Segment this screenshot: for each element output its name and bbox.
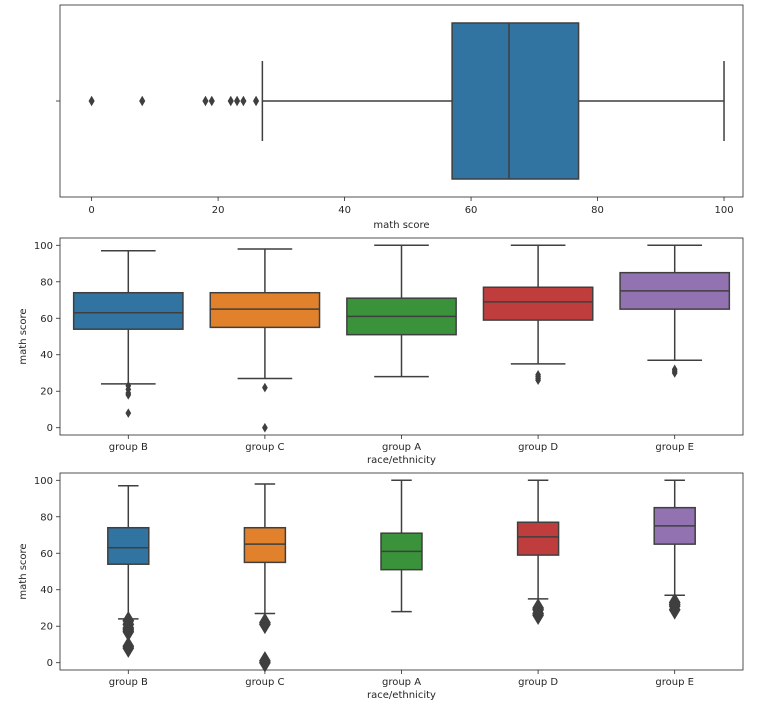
box-group-3-1 <box>243 483 287 673</box>
box-3-0 <box>107 526 150 565</box>
x-tick-label-1-60: 60 <box>465 205 478 216</box>
flier-2-3-3 <box>535 370 541 380</box>
x-tick-label-2-3: group D <box>518 442 558 453</box>
x-axis-label-3: race/ethnicity <box>367 690 436 701</box>
flier-2-0-4 <box>125 380 132 391</box>
y-tick-label-3-80: 80 <box>40 512 53 523</box>
flier-2-1-1 <box>262 382 268 393</box>
y-axis-label-3: math score <box>18 543 29 599</box>
box-1-group <box>88 22 725 180</box>
box-3-1 <box>243 526 287 564</box>
flier-3-4-3 <box>668 592 681 613</box>
x-axis-label-2: race/ethnicity <box>367 455 436 466</box>
x-tick-label-1-80: 80 <box>591 205 604 216</box>
chart-1: 0 20 40 60 80 100 math score <box>56 4 744 231</box>
x-tick-label-2-1: group C <box>245 442 284 453</box>
flier-3-0-6 <box>122 610 135 631</box>
flier-3-1-3 <box>259 612 271 633</box>
flier-1-3 <box>208 95 215 107</box>
y-tick-label-3-60: 60 <box>40 549 53 560</box>
y-tick-label-2-60: 60 <box>40 314 53 325</box>
y-tick-label-3-40: 40 <box>40 585 53 596</box>
y-tick-label-3-0: 0 <box>47 658 53 669</box>
x-tick-label-3-4: group E <box>655 677 694 688</box>
flier-3-1-1 <box>259 651 271 671</box>
flier-3-0-1 <box>122 636 135 657</box>
x-tick-label-3-3: group D <box>518 677 558 688</box>
y-tick-label-2-40: 40 <box>40 350 53 361</box>
y-tick-label-2-100: 100 <box>34 241 53 252</box>
flier-1-0 <box>88 95 95 107</box>
flier-3-3-3 <box>532 598 544 618</box>
y-tick-label-3-100: 100 <box>34 476 53 487</box>
x-tick-label-1-40: 40 <box>338 205 351 216</box>
x-tick-label-2-4: group E <box>655 442 694 453</box>
flier-1-1 <box>139 95 146 107</box>
flier-1-6 <box>240 95 247 107</box>
box-group-3-4 <box>653 479 696 620</box>
flier-2-1-0 <box>262 422 268 433</box>
box-3-3 <box>516 521 560 556</box>
y-tick-label-2-80: 80 <box>40 277 53 288</box>
box-2-0 <box>72 291 184 330</box>
x-tick-label-2-2: group A <box>382 442 421 453</box>
box-2-3 <box>482 286 594 321</box>
box-group-2-3 <box>482 244 594 386</box>
box-1 <box>451 22 580 180</box>
x-tick-label-2-0: group B <box>109 442 148 453</box>
flier-1-4 <box>227 95 234 107</box>
y-axis-label-2: math score <box>18 308 29 364</box>
x-tick-label-3-2: group A <box>382 677 421 688</box>
box-group-2-1 <box>209 248 321 433</box>
box-group-3-2 <box>380 479 423 613</box>
flier-1-5 <box>234 95 241 107</box>
flier-2-4-2 <box>671 364 678 375</box>
box-group-3-3 <box>516 479 560 626</box>
flier-2-0-0 <box>125 408 132 418</box>
box-group-2-0 <box>72 250 184 418</box>
box-group-3-0 <box>107 485 150 658</box>
chart-2: 0 20 40 60 80 100 math score group B group C grou… <box>18 237 744 466</box>
x-tick-label-3-0: group B <box>109 677 148 688</box>
y-tick-label-3-20: 20 <box>40 622 53 633</box>
y-tick-label-2-0: 0 <box>47 423 53 434</box>
box-2-1 <box>209 291 321 329</box>
flier-1-2 <box>202 95 209 107</box>
flier-1-7 <box>252 95 260 107</box>
box-group-2-2 <box>346 244 457 378</box>
x-tick-label-3-1: group C <box>245 677 284 688</box>
box-group-2-4 <box>619 244 731 378</box>
chart-3: 0 20 40 60 80 100 math score group B group C grou… <box>18 472 744 701</box>
x-axis-label-1: math score <box>373 220 429 231</box>
x-tick-label-1-0: 0 <box>88 205 94 216</box>
x-tick-label-1-20: 20 <box>212 205 225 216</box>
x-tick-label-1-100: 100 <box>714 205 733 216</box>
y-tick-label-2-20: 20 <box>40 387 53 398</box>
